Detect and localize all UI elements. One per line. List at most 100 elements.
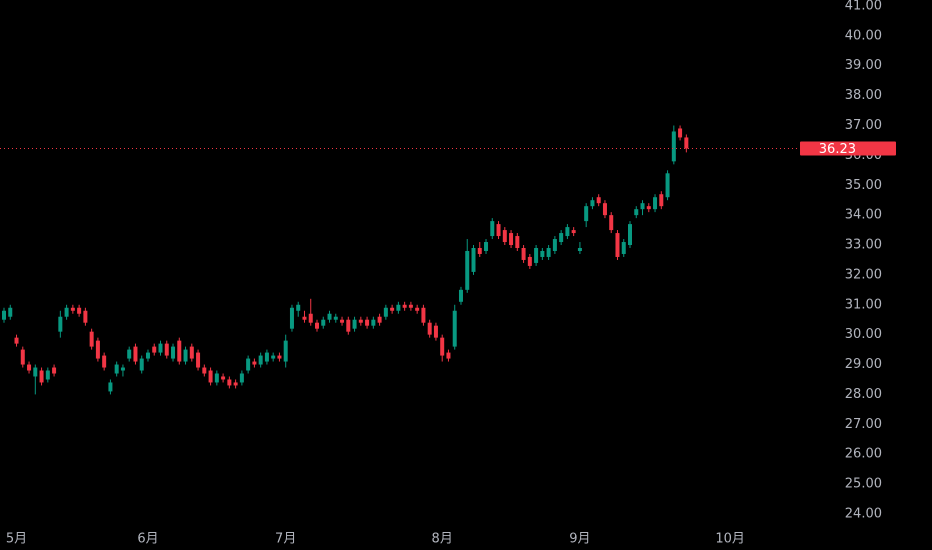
candle-body [89,331,94,347]
x-tick-label: 9月 [569,532,590,547]
y-tick-label: 25.00 [845,477,882,492]
candle-body [358,319,363,323]
y-tick-label: 31.00 [845,297,882,312]
candle-body [233,382,238,386]
y-tick-label: 26.00 [845,447,882,462]
candle-body [252,361,257,365]
candle-body [490,221,495,237]
candle-body [264,352,269,362]
candle-body [396,304,401,311]
y-tick-label: 39.00 [845,58,882,73]
candle-body [70,307,75,311]
candle-body [340,319,345,323]
candle-body [196,352,201,368]
y-tick-label: 32.00 [845,267,882,282]
y-tick-label: 40.00 [845,28,882,43]
candle-body [383,307,388,317]
candle-body [139,358,144,371]
candle-body [584,206,589,222]
candle-body [239,373,244,383]
candle-body [509,233,514,246]
candle-body [302,316,307,320]
candle-body [371,319,376,326]
candle-body [83,310,88,323]
candle-body [433,325,438,338]
candle-body [283,340,288,362]
candle-body [221,376,226,380]
candle-body [577,248,582,251]
candle-body [315,322,319,329]
candle-body [602,203,607,216]
candle-body [52,367,57,374]
candle-body [127,349,132,359]
candle-body [108,382,113,392]
candle-body [471,248,476,272]
candle-body [665,173,670,198]
y-tick-label: 38.00 [845,88,882,103]
y-tick-label: 27.00 [845,417,882,432]
y-tick-label: 29.00 [845,357,882,372]
candle-body [333,316,338,320]
candle-body [678,128,683,138]
candle-body [246,358,251,371]
candle-body [521,248,526,260]
candle-body [77,307,82,314]
candle-body [327,313,332,320]
candle-body [114,364,119,374]
candle-body [458,289,463,302]
candle-body [102,355,107,368]
y-tick-label: 30.00 [845,327,882,342]
candle-body [214,373,219,383]
x-tick-label: 7月 [275,532,296,547]
candle-body [640,203,645,210]
candle-body [496,224,501,237]
x-tick-label: 6月 [137,532,158,547]
y-tick-label: 41.00 [845,0,882,13]
candle-body [271,355,276,359]
candle-body [477,248,482,254]
candle-body [484,242,489,251]
candle-body [634,209,639,216]
candle-body [365,319,370,326]
x-tick-label: 5月 [6,532,27,547]
y-tick-label: 33.00 [845,238,882,253]
y-tick-label: 35.00 [845,178,882,193]
y-tick-label: 34.00 [845,208,882,223]
candle-body [227,379,232,386]
candle-body [540,250,545,257]
candle-body [39,370,44,383]
candle-body [671,131,676,162]
candle-body [515,236,520,249]
candle-body [659,194,664,207]
candle-body [684,137,689,149]
y-tick-label: 28.00 [845,387,882,402]
candle-body [27,364,32,371]
candle-body [133,346,138,362]
candle-body [308,313,313,323]
candle-body [346,319,351,332]
candle-body [502,230,507,243]
candle-body [408,304,413,308]
candle-body [571,230,576,234]
candle-body [421,307,426,323]
candle-body [646,206,651,210]
candle-body [653,197,658,210]
candle-body [321,319,326,326]
candle-body [609,215,614,231]
candle-body [546,248,551,257]
candle-body [189,346,194,359]
x-tick-label: 8月 [432,532,453,547]
candle-body [258,355,263,365]
candle-body [8,307,13,317]
candle-body [565,227,570,237]
candle-body [120,367,125,371]
candle-body [289,307,294,329]
candle-body [628,224,632,246]
candle-body [14,337,19,344]
candle-body [621,242,626,254]
candle-body [415,307,420,311]
candle-body [2,310,6,320]
candle-body [20,349,25,365]
candle-body [352,319,357,329]
